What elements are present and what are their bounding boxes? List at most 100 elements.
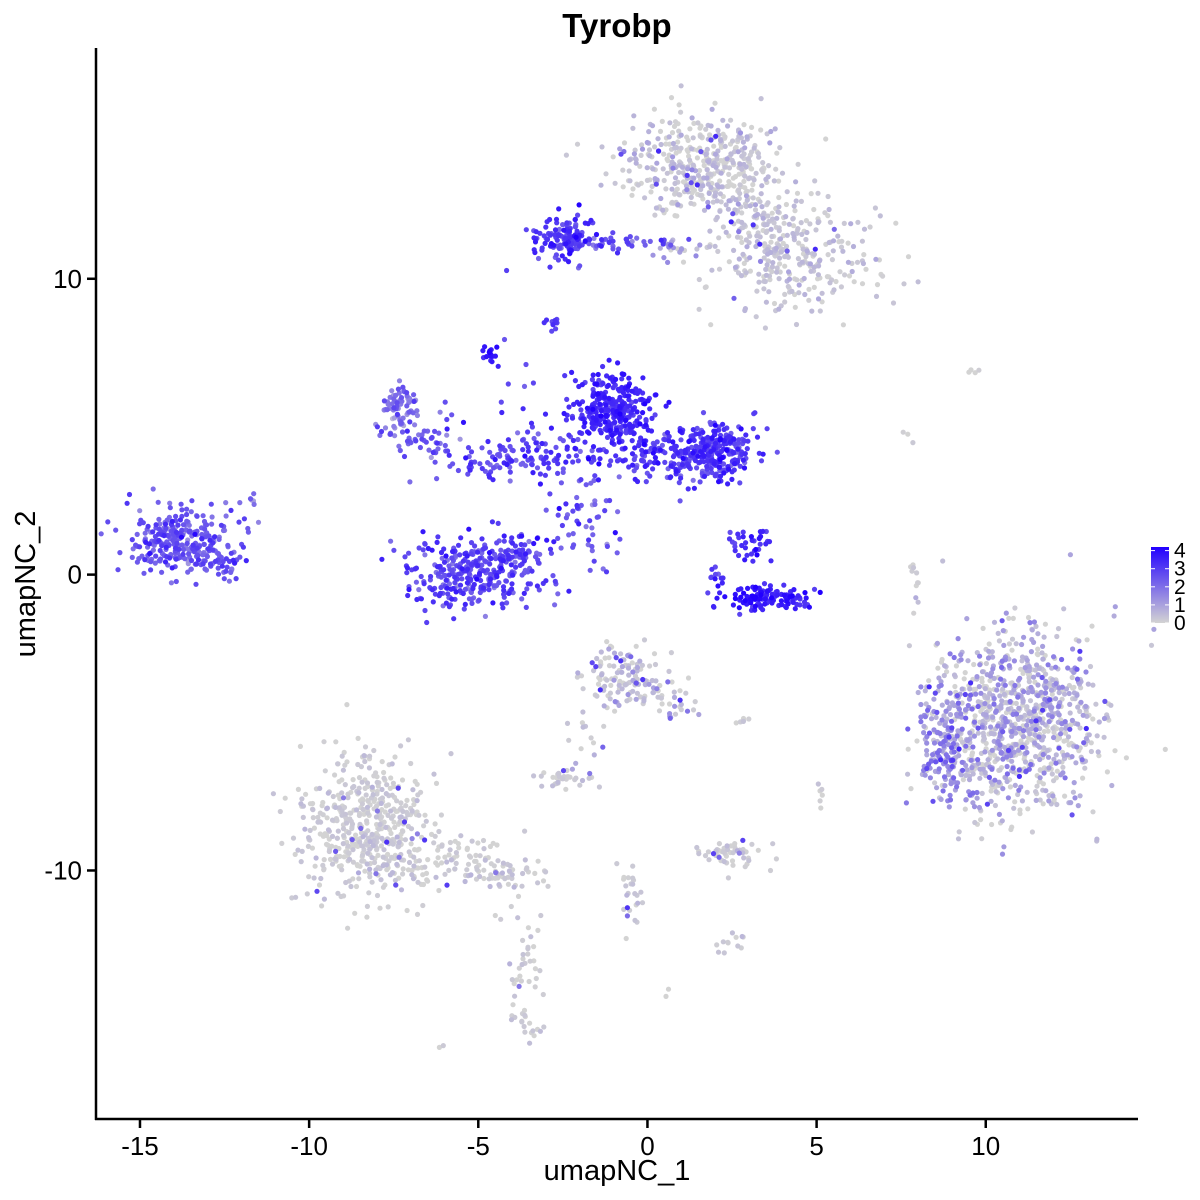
data-point — [532, 249, 538, 256]
data-point — [708, 123, 714, 129]
data-point — [210, 547, 216, 553]
data-point — [500, 860, 506, 866]
data-point — [518, 978, 525, 984]
data-point — [1000, 729, 1006, 735]
data-point — [577, 263, 583, 269]
data-point — [1070, 789, 1076, 795]
data-point — [589, 543, 595, 550]
data-point — [625, 875, 631, 881]
data-point — [738, 273, 745, 279]
data-point — [466, 526, 472, 532]
data-point — [664, 430, 671, 436]
data-point — [727, 529, 733, 536]
x-axis-ticks: -15 -10 -5 0 5 10 — [121, 1119, 1000, 1161]
data-point — [815, 296, 822, 302]
data-point — [1067, 710, 1073, 716]
data-point — [1009, 647, 1015, 653]
data-point — [796, 240, 802, 246]
data-point — [520, 951, 526, 958]
data-point — [586, 775, 592, 781]
data-point — [980, 625, 986, 632]
data-point — [430, 599, 436, 605]
data-point — [678, 83, 684, 89]
data-point — [1001, 691, 1008, 698]
data-point — [463, 455, 469, 461]
data-point — [1016, 773, 1023, 780]
data-point — [452, 574, 458, 580]
data-point — [416, 587, 422, 593]
data-point — [972, 370, 978, 376]
data-point — [179, 542, 185, 548]
data-point — [556, 206, 562, 212]
data-point — [612, 419, 618, 425]
data-point — [561, 227, 567, 233]
data-point — [465, 861, 472, 867]
data-point — [374, 779, 380, 786]
data-point — [188, 566, 194, 572]
data-point — [714, 595, 720, 601]
data-point — [971, 733, 978, 739]
data-point — [649, 123, 656, 129]
data-point — [530, 1028, 536, 1034]
data-point — [791, 234, 797, 240]
data-point — [524, 865, 530, 871]
x-tick-label: -5 — [467, 1131, 490, 1161]
data-point — [595, 681, 602, 687]
data-point — [696, 711, 702, 718]
data-point — [543, 317, 550, 323]
data-point — [1069, 674, 1075, 681]
data-point — [714, 942, 720, 948]
data-point — [632, 917, 638, 924]
data-point — [733, 720, 739, 726]
data-point — [525, 569, 531, 575]
data-point — [700, 429, 706, 435]
data-point — [378, 428, 385, 435]
data-point — [685, 166, 691, 172]
data-point — [1028, 684, 1034, 690]
data-point — [1067, 701, 1073, 708]
data-point — [931, 696, 937, 702]
data-point — [701, 162, 707, 169]
data-point — [589, 548, 595, 554]
data-point — [652, 144, 658, 150]
data-point — [494, 540, 500, 546]
data-point — [362, 868, 368, 874]
data-point — [951, 702, 957, 709]
data-point — [439, 860, 445, 866]
data-point — [506, 590, 512, 597]
data-point — [995, 723, 1001, 729]
data-point — [981, 733, 987, 739]
data-point — [808, 268, 814, 274]
data-point — [979, 669, 986, 675]
data-point — [972, 686, 979, 693]
data-point — [560, 438, 566, 444]
data-point — [507, 443, 513, 450]
data-point — [352, 910, 358, 916]
data-point — [333, 804, 339, 811]
data-point — [1056, 703, 1062, 709]
data-point — [631, 431, 637, 437]
data-point — [538, 912, 544, 919]
data-point — [492, 456, 498, 463]
data-point — [1039, 737, 1045, 743]
data-point — [812, 246, 818, 252]
data-point — [1112, 748, 1118, 754]
data-point — [511, 993, 518, 999]
data-point — [1074, 666, 1080, 672]
data-point — [670, 200, 677, 206]
data-point — [652, 412, 658, 418]
data-point — [566, 453, 572, 459]
data-point — [600, 380, 606, 387]
data-point — [394, 834, 400, 840]
data-point — [359, 779, 365, 785]
data-point — [763, 266, 769, 272]
x-tick-label: 10 — [971, 1131, 1000, 1161]
data-point — [845, 259, 852, 265]
data-point — [723, 202, 729, 208]
data-point — [555, 512, 561, 518]
data-point — [579, 382, 586, 388]
data-point — [409, 808, 415, 814]
data-point — [1039, 650, 1045, 656]
data-point — [1058, 726, 1064, 733]
